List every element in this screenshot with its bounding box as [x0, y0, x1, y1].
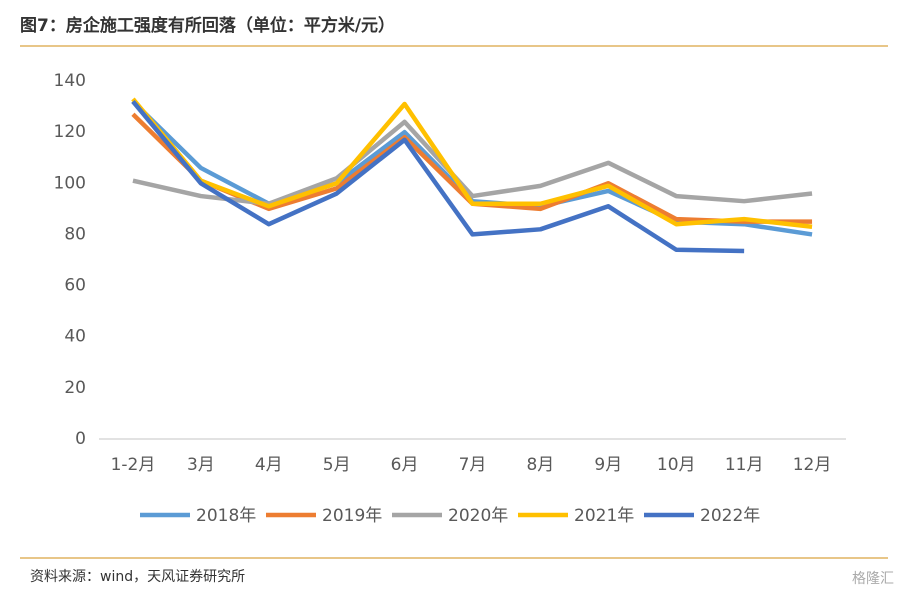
watermark: 格隆汇 — [852, 571, 894, 587]
legend-label: 2021年 — [574, 506, 634, 526]
series-line — [132, 119, 813, 206]
series-line — [131, 100, 745, 254]
legend-label: 2020年 — [448, 506, 508, 526]
y-tick-label: 40 — [64, 327, 86, 347]
legend-label: 2018年 — [196, 506, 256, 526]
legend-label: 2022年 — [700, 506, 760, 526]
x-tick-label: 3月 — [187, 455, 215, 475]
y-tick-label: 140 — [54, 71, 86, 91]
x-tick-label: 9月 — [594, 455, 622, 475]
x-tick-label: 12月 — [793, 455, 832, 475]
series-line — [131, 99, 813, 237]
chart-title: 图7：房企施工强度有所回落（单位：平方米/元） — [20, 15, 395, 36]
y-tick-label: 120 — [54, 122, 86, 142]
x-tick-label: 10月 — [657, 455, 696, 475]
x-tick-label: 6月 — [391, 455, 419, 475]
x-tick-label: 5月 — [323, 455, 351, 475]
y-tick-label: 60 — [64, 276, 86, 296]
source: 资料来源：wind，天风证券研究所 — [30, 569, 245, 585]
x-tick-label: 11月 — [725, 455, 764, 475]
x-tick-label: 7月 — [459, 455, 487, 475]
series-line — [131, 97, 813, 229]
legend-label: 2019年 — [322, 506, 382, 526]
x-tick-label: 4月 — [255, 455, 283, 475]
y-tick-label: 100 — [54, 173, 86, 193]
x-tick-label: 8月 — [526, 455, 554, 475]
y-tick-label: 80 — [64, 224, 86, 244]
y-tick-label: 20 — [64, 378, 86, 398]
x-tick-label: 1-2月 — [111, 455, 156, 475]
y-tick-label: 0 — [75, 429, 86, 449]
